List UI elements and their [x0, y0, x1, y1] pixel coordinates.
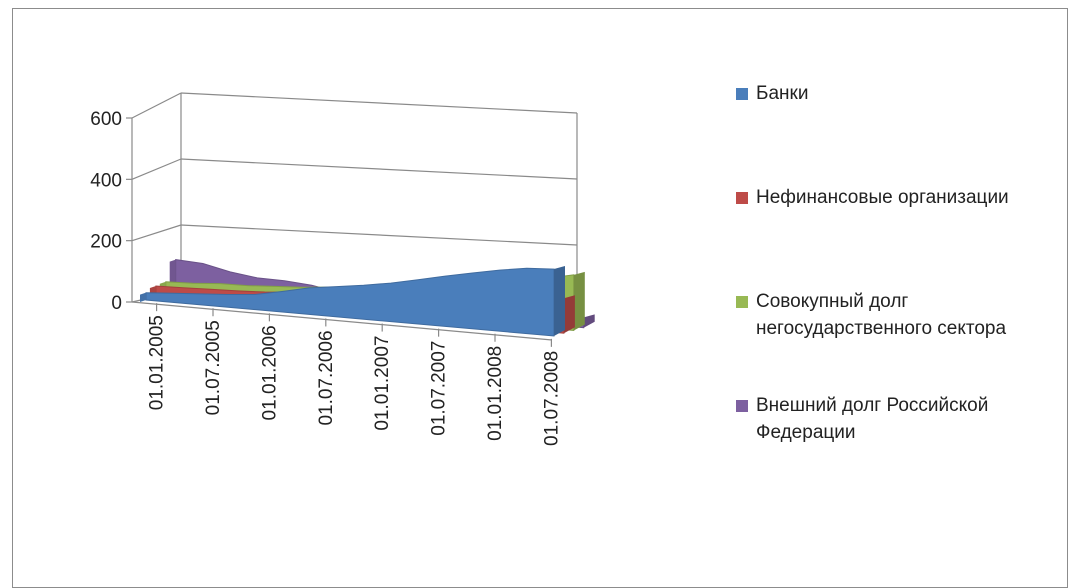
x-axis-line: [131, 301, 553, 341]
legend-swatch-banks: [736, 88, 748, 100]
y-tick-label: 0: [111, 293, 122, 314]
gridline-side: [131, 92, 182, 119]
y-tick-label: 200: [90, 232, 122, 253]
area-chart-3d: 0 200 400 600 01.01.2005 01.07.2005 01.01.2006…: [90, 92, 595, 446]
gridline-back: [180, 92, 578, 114]
area-side-1: [563, 295, 575, 334]
area-side-3: [583, 314, 595, 328]
area-side-0: [554, 266, 565, 336]
y-tick-label: 600: [90, 109, 122, 130]
x-tick-label: 01.07.2007: [429, 341, 450, 436]
area-series-0: [145, 267, 555, 337]
legend-item-external-debt: Внешний долг Российской Федерации: [734, 392, 1064, 446]
x-tick-label: 01.01.2006: [259, 325, 280, 420]
legend-swatch-private-debt: [736, 296, 748, 308]
legend-item-private-debt: Совокупный долг негосударственного секто…: [734, 288, 1064, 392]
legend-label-banks: Банки: [756, 83, 809, 104]
area-side-2: [573, 271, 585, 331]
x-tick-label: 01.01.2008: [485, 346, 506, 441]
legend-label-external-debt: Внешний долг Российской Федерации: [756, 395, 989, 443]
chart-area: 0 200 400 600 01.01.2005 01.07.2005 01.01.2006…: [12, 8, 1068, 588]
x-tick-label: 01.01.2005: [147, 315, 168, 410]
legend-item-banks: Банки: [734, 80, 1064, 184]
x-tick-label: 01.07.2005: [203, 320, 224, 415]
gridline-back: [180, 158, 578, 180]
legend-swatch-external-debt: [736, 400, 748, 412]
legend-swatch-nonfinancial: [736, 192, 748, 204]
x-tick-label: 01.07.2006: [316, 330, 337, 425]
x-tick-label: 01.07.2008: [541, 351, 562, 446]
x-tick-label: 01.01.2007: [372, 336, 393, 431]
gridline-side: [131, 224, 182, 242]
gridline-back: [180, 224, 578, 246]
y-tick-label: 400: [90, 170, 122, 191]
legend-label-nonfinancial: Нефинансовые организации: [756, 187, 1009, 208]
legend-item-nonfinancial: Нефинансовые организации: [734, 184, 1064, 288]
area-cap-0: [140, 292, 146, 302]
chart-legend: Банки Нефинансовые организации Совокупны…: [734, 80, 1064, 446]
gridline-side: [131, 158, 182, 180]
legend-label-private-debt: Совокупный долг негосударственного секто…: [756, 291, 1007, 339]
